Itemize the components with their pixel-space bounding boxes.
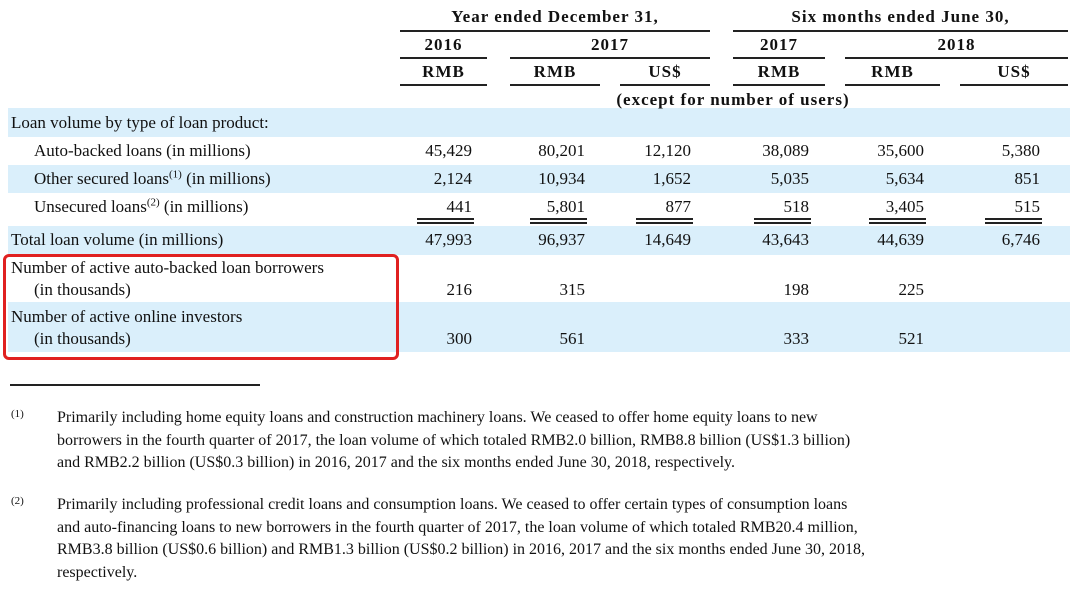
currency-header: RMB	[422, 62, 465, 81]
underline	[417, 218, 474, 220]
row-label: Auto-backed loans (in millions)	[34, 141, 251, 160]
year-header: 2016	[424, 35, 463, 54]
footnote-line: respectively.	[57, 563, 138, 581]
cell-value: 561	[559, 329, 586, 348]
row-label: Number of active auto-backed loan borrow…	[11, 258, 324, 277]
footnote-line: and auto-financing loans to new borrower…	[57, 518, 858, 536]
cell-value: 38,089	[762, 141, 809, 160]
highlight-box	[3, 254, 399, 360]
underline	[845, 57, 1068, 59]
cell-value: 5,380	[1001, 141, 1040, 160]
underline	[869, 222, 926, 224]
cell-value: 216	[446, 280, 473, 299]
year-header: 2017	[591, 35, 629, 54]
cell-value: 198	[783, 280, 810, 299]
underline	[754, 222, 811, 224]
underline	[400, 57, 487, 59]
footnote-line: borrowers in the fourth quarter of 2017,…	[57, 431, 851, 449]
underline	[510, 57, 710, 59]
cell-value: 35,600	[877, 141, 924, 160]
underline	[400, 84, 487, 86]
cell-value: 43,643	[762, 230, 809, 249]
footnote-line: Primarily including home equity loans an…	[57, 409, 818, 426]
row-shade	[8, 165, 1070, 193]
cell-value: 2,124	[433, 169, 472, 188]
cell-value: 225	[898, 280, 925, 299]
footnote-rule	[10, 384, 260, 386]
label-suffix: (in millions)	[159, 197, 249, 216]
underline	[733, 57, 825, 59]
cell-value: 3,405	[885, 197, 924, 216]
footnote-ref: (1)	[169, 168, 182, 181]
currency-header: RMB	[757, 62, 801, 81]
cell-value: 5,634	[885, 169, 924, 188]
cell-value: 5,801	[546, 197, 585, 216]
cell-value: 45,429	[425, 141, 472, 160]
cell-value: 1,652	[652, 169, 691, 188]
underline	[960, 84, 1068, 86]
cell-value: 521	[898, 329, 925, 348]
cell-value: 96,937	[538, 230, 585, 249]
group-header: Year ended December 31,	[451, 7, 659, 26]
underline	[733, 30, 1068, 32]
cell-value: 877	[665, 197, 692, 216]
cell-value: 441	[446, 197, 473, 216]
underline	[417, 222, 474, 224]
group-header: Six months ended June 30,	[791, 7, 1010, 26]
section-label: Loan volume by type of loan product:	[11, 113, 269, 132]
footnote-line: RMB3.8 billion (US$0.6 billion) and RMB1…	[57, 541, 865, 558]
cell-value: 515	[1014, 197, 1041, 216]
underline	[510, 84, 600, 86]
underline	[530, 222, 587, 224]
underline	[636, 222, 693, 224]
footnote-mark: (1)	[11, 408, 24, 420]
row-sublabel: (in thousands)	[34, 280, 131, 299]
row-sublabel: (in thousands)	[34, 329, 131, 348]
underline	[400, 30, 710, 32]
currency-header: RMB	[533, 62, 577, 81]
cell-value: 10,934	[538, 169, 585, 188]
footnote-mark: (2)	[11, 495, 24, 507]
cell-value: 80,201	[538, 141, 585, 160]
cell-value: 851	[1014, 169, 1041, 188]
cell-value: 300	[446, 329, 473, 348]
underline	[620, 84, 710, 86]
cell-value: 6,746	[1001, 230, 1040, 249]
header-note: (except for number of users)	[616, 90, 850, 109]
underline	[845, 84, 940, 86]
row-label: Other secured loans(1) (in millions)	[34, 168, 271, 188]
cell-value: 12,120	[644, 141, 691, 160]
underline	[985, 218, 1042, 220]
cell-value: 44,639	[877, 230, 924, 249]
row-shade	[8, 226, 1070, 255]
underline	[754, 218, 811, 220]
cell-value: 14,649	[644, 230, 691, 249]
footnote-ref: (2)	[146, 196, 160, 209]
underline	[985, 222, 1042, 224]
row-label: Number of active online investors	[11, 307, 243, 326]
cell-value: 5,035	[770, 169, 809, 188]
currency-header: US$	[648, 62, 682, 81]
row-shade	[8, 302, 1070, 352]
currency-header: US$	[997, 62, 1031, 81]
cell-value: 315	[559, 280, 586, 299]
row-label: Unsecured loans(2) (in millions)	[34, 196, 249, 216]
year-header: 2018	[937, 35, 976, 54]
underline	[733, 84, 825, 86]
cell-value: 47,993	[425, 230, 472, 249]
underline	[869, 218, 926, 220]
footnote-line: and RMB2.2 billion (US$0.3 billion) in 2…	[57, 454, 736, 471]
label-suffix: (in millions)	[181, 169, 271, 188]
row-shade	[8, 108, 1070, 137]
row-label: Total loan volume (in millions)	[11, 230, 224, 249]
underline	[530, 218, 587, 220]
underline	[636, 218, 693, 220]
year-header: 2017	[760, 35, 798, 54]
cell-value: 333	[783, 329, 810, 348]
footnote-line: Primarily including professional credit …	[57, 496, 848, 513]
currency-header: RMB	[871, 62, 914, 81]
cell-value: 518	[783, 197, 810, 216]
